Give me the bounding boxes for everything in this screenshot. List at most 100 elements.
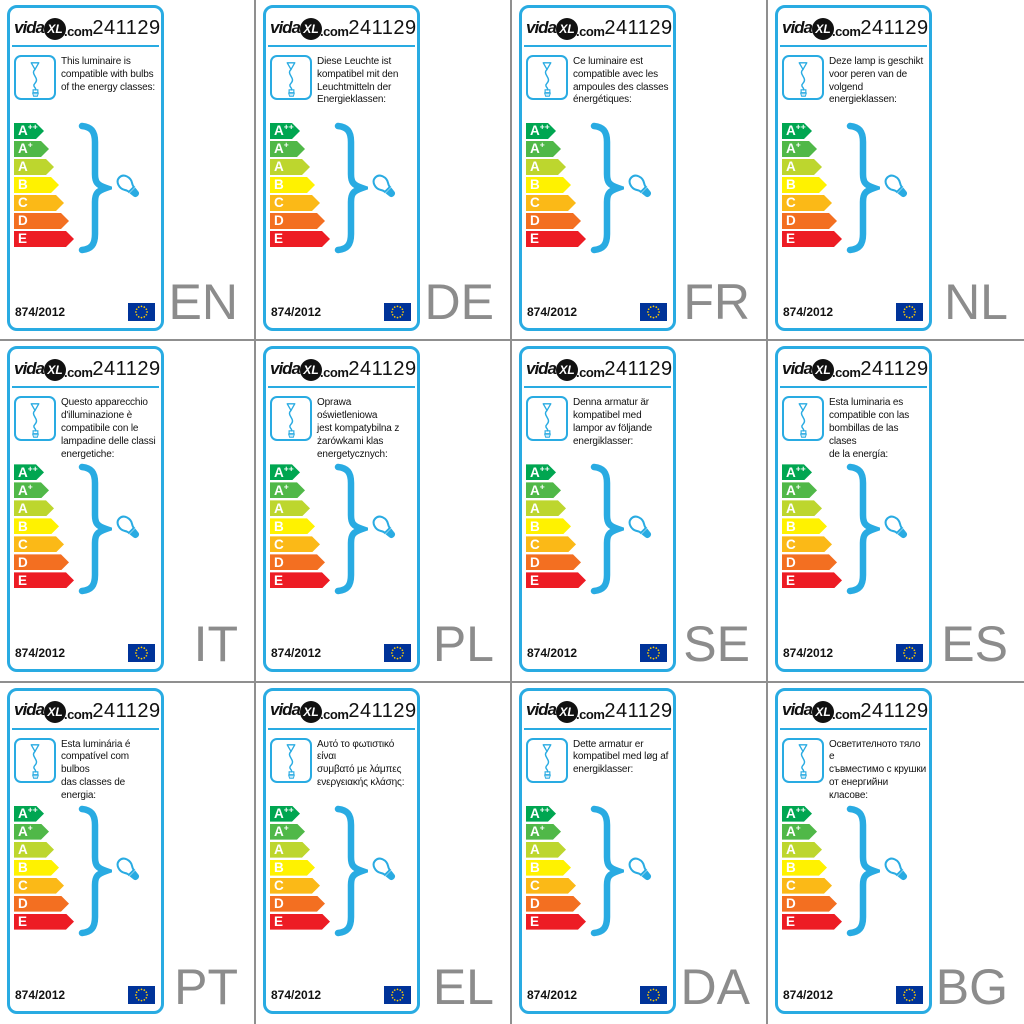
curly-brace-icon (78, 122, 112, 254)
vidaxl-logo: vida XL .com (526, 15, 605, 40)
logo-xl-badge: XL (300, 359, 323, 382)
logo-text-vida: vida (526, 700, 557, 720)
header-divider (780, 386, 927, 389)
energy-class-arrow-a+: A+ (782, 141, 817, 157)
energy-class-arrow-d: D (782, 896, 837, 912)
language-code: FR (683, 274, 750, 331)
energy-class-arrow-a++: A++ (526, 806, 556, 822)
energy-class-chart: A++ A+ A B C D E (782, 121, 929, 254)
energy-class-arrow-a+: A+ (14, 824, 49, 840)
pendant-lamp-icon (270, 55, 312, 100)
header-divider (268, 386, 415, 389)
compatibility-text: Diese Leuchte ist kompatibel mit den Leu… (317, 56, 399, 106)
light-bulb-icon (372, 857, 396, 880)
energy-class-chart: A++ A+ A B C D E (270, 462, 417, 595)
header-divider (268, 727, 415, 730)
pendant-lamp-icon (782, 737, 824, 783)
eu-flag-icon (640, 985, 667, 1004)
pendant-lamp-icon (526, 55, 568, 100)
description-row: Esta luminaria es compatible con las bom… (782, 396, 926, 460)
energy-class-arrow-a+: A+ (14, 141, 49, 157)
energy-class-arrow-b: B (526, 177, 571, 193)
logo-text-com: .com (832, 24, 861, 39)
vidaxl-logo: vida XL .com (14, 698, 93, 723)
energy-class-arrow-d: D (526, 213, 581, 229)
label-header: vida XL .com 241129 (778, 349, 929, 382)
eu-flag-icon (640, 303, 667, 321)
energy-class-arrow-c: C (270, 195, 320, 211)
logo-xl-badge: XL (44, 18, 67, 40)
energy-label: vida XL .com 241129 Αυτό το φωτιστικό εί (263, 687, 420, 1014)
language-card: vida XL .com 241129 Diese Leuchte ist ko (256, 0, 512, 342)
energy-class-arrow-a++: A++ (270, 464, 300, 480)
energy-class-arrow-c: C (270, 536, 320, 552)
vidaxl-logo: vida XL .com (782, 356, 861, 382)
energy-label: vida XL .com 241129 Questo apparecchio d (7, 346, 164, 673)
description-row: Esta luminária é compatível com bulbos d… (14, 737, 158, 802)
energy-class-arrow-c: C (526, 536, 576, 552)
label-header: vida XL .com 241129 (522, 349, 673, 382)
energy-class-arrow-a: A (270, 842, 310, 858)
energy-class-arrow-a++: A++ (14, 806, 44, 822)
label-footer: 874/2012 (522, 303, 673, 321)
label-footer: 874/2012 (778, 303, 929, 321)
pendant-lamp-icon (270, 396, 312, 442)
label-footer: 874/2012 (266, 985, 417, 1004)
energy-class-arrow-e: E (14, 572, 74, 588)
energy-class-arrow-a+: A+ (14, 482, 49, 498)
logo-xl-badge: XL (556, 359, 579, 382)
language-card: vida XL .com 241129 Oprawa oświetleniowa (256, 341, 512, 683)
label-footer: 874/2012 (10, 985, 161, 1004)
energy-class-arrow-a: A (14, 842, 54, 858)
compatibility-text: Esta luminaria es compatible con las bom… (829, 397, 910, 460)
energy-class-arrow-a++: A++ (526, 464, 556, 480)
logo-text-com: .com (64, 706, 93, 722)
logo-text-com: .com (576, 706, 605, 722)
energy-label: vida XL .com 241129 Oprawa oświetleniowa (263, 346, 420, 673)
pendant-lamp-icon (526, 737, 568, 783)
description-row: Questo apparecchio d'illuminazione è com… (14, 396, 158, 460)
header-divider (12, 727, 159, 730)
language-code: IT (193, 615, 238, 672)
energy-class-arrow-d: D (270, 896, 325, 912)
product-number: 241129 (860, 699, 929, 722)
label-footer: 874/2012 (778, 985, 929, 1004)
energy-class-arrow-e: E (526, 231, 586, 247)
product-number: 241129 (604, 17, 673, 39)
label-footer: 874/2012 (778, 644, 929, 663)
logo-text-vida: vida (270, 700, 301, 720)
logo-text-vida: vida (14, 700, 45, 720)
curly-brace-icon (590, 122, 624, 254)
language-card: vida XL .com 241129 Deze lamp is geschik (768, 0, 1024, 342)
language-code: BG (935, 959, 1008, 1015)
curly-brace-icon (78, 464, 112, 595)
logo-text-vida: vida (782, 700, 813, 720)
regulation-number: 874/2012 (15, 305, 66, 319)
light-bulb-icon (628, 857, 652, 880)
light-bulb-icon (884, 857, 908, 880)
energy-class-arrow-a++: A++ (782, 123, 812, 139)
language-code: EN (168, 274, 238, 331)
energy-class-chart: A++ A+ A B C D E (526, 462, 673, 595)
energy-class-arrow-b: B (14, 860, 59, 876)
energy-class-arrow-a: A (782, 159, 822, 175)
regulation-number: 874/2012 (527, 305, 578, 319)
energy-class-arrow-d: D (14, 896, 69, 912)
label-footer: 874/2012 (522, 985, 673, 1004)
logo-text-com: .com (832, 365, 861, 381)
regulation-number: 874/2012 (271, 987, 322, 1002)
energy-class-arrow-c: C (270, 878, 320, 894)
language-card: vida XL .com 241129 Ce luminaire est com (512, 0, 768, 342)
product-number: 241129 (92, 17, 161, 39)
vidaxl-logo: vida XL .com (782, 698, 861, 723)
compatibility-text: Oprawa oświetleniowa jest kompatybilna z… (317, 397, 400, 460)
vidaxl-logo: vida XL .com (526, 356, 605, 382)
energy-class-arrow-a: A (526, 842, 566, 858)
product-number: 241129 (604, 699, 673, 722)
logo-text-com: .com (832, 706, 861, 722)
energy-class-arrow-a++: A++ (270, 806, 300, 822)
energy-label: vida XL .com 241129 This luminaire is co (7, 5, 164, 331)
language-code: PT (174, 959, 238, 1015)
regulation-number: 874/2012 (271, 646, 322, 661)
energy-class-arrow-a+: A+ (782, 482, 817, 498)
